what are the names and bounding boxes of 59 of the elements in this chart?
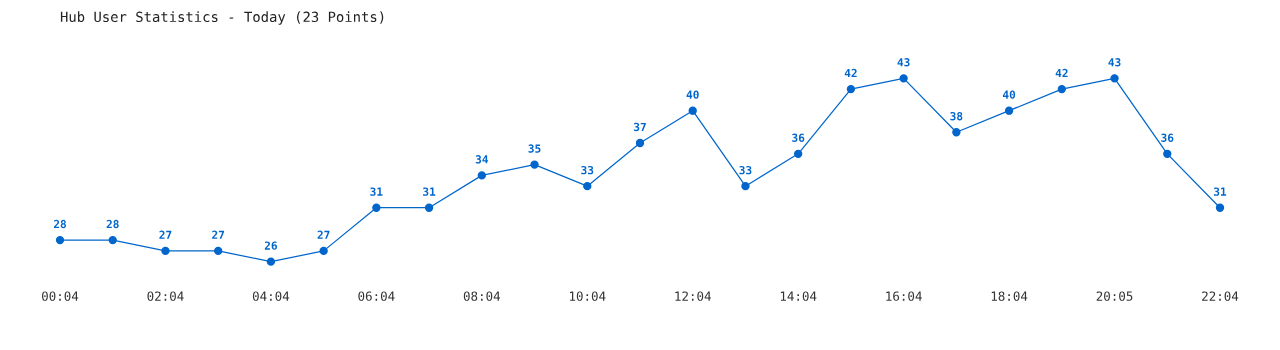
point xyxy=(1004,106,1014,115)
data-label: 43 xyxy=(897,58,910,67)
x-tick-label: 06:04 xyxy=(358,291,395,301)
point xyxy=(108,235,117,245)
point xyxy=(477,171,486,180)
data-label: 42 xyxy=(844,68,857,78)
point xyxy=(424,203,434,212)
data-label: 43 xyxy=(1108,58,1121,67)
point xyxy=(899,74,908,83)
data-label: 40 xyxy=(1002,90,1016,99)
data-label: 33 xyxy=(739,165,752,175)
x-tick-label: 22:04 xyxy=(1202,291,1239,301)
x-tick-label: 20:05 xyxy=(1096,291,1133,301)
data-label: 28 xyxy=(106,219,119,229)
data-label: 38 xyxy=(950,111,963,121)
point xyxy=(583,182,592,191)
point xyxy=(1057,84,1066,94)
data-label: 28 xyxy=(53,219,66,229)
x-tick-label: 16:04 xyxy=(886,291,922,301)
point xyxy=(319,246,328,256)
data-label: 36 xyxy=(1161,133,1174,142)
point xyxy=(161,246,170,256)
point xyxy=(846,84,856,94)
point xyxy=(530,160,539,169)
point xyxy=(1215,203,1225,212)
data-label: 34 xyxy=(475,155,489,164)
point xyxy=(952,128,961,137)
data-label: 31 xyxy=(1213,187,1227,196)
data-label: 37 xyxy=(633,122,646,132)
point xyxy=(1163,149,1172,158)
data-label: 42 xyxy=(1055,68,1068,78)
x-tick-label: 14:04 xyxy=(780,291,817,301)
point xyxy=(372,203,381,212)
x-tick-label: 00:04 xyxy=(42,291,79,301)
data-label: 33 xyxy=(581,165,594,175)
data-label: 40 xyxy=(686,90,699,99)
point xyxy=(1110,74,1119,83)
x-tick-label: 18:04 xyxy=(991,291,1028,301)
data-label: 27 xyxy=(212,230,225,239)
data-label: 27 xyxy=(317,230,330,239)
data-label: 36 xyxy=(792,133,805,142)
point xyxy=(55,235,65,245)
data-label: 31 xyxy=(423,187,436,196)
point xyxy=(214,246,223,256)
x-tick-label: 04:04 xyxy=(252,291,290,301)
x-tick-label: 12:04 xyxy=(675,291,711,301)
x-tick-label: 08:04 xyxy=(463,291,501,301)
data-label: 26 xyxy=(264,241,277,250)
x-tick-label: 10:04 xyxy=(569,291,606,301)
chart-title: Hub User Statistics - Today (23 Points) xyxy=(60,11,384,25)
point xyxy=(741,182,750,191)
x-tick-label: 02:04 xyxy=(147,291,184,301)
data-label: 27 xyxy=(159,230,172,239)
point xyxy=(635,138,645,148)
point xyxy=(794,149,803,158)
point xyxy=(688,106,697,115)
point xyxy=(266,257,276,266)
data-label: 35 xyxy=(528,144,541,153)
data-label: 31 xyxy=(370,187,383,196)
